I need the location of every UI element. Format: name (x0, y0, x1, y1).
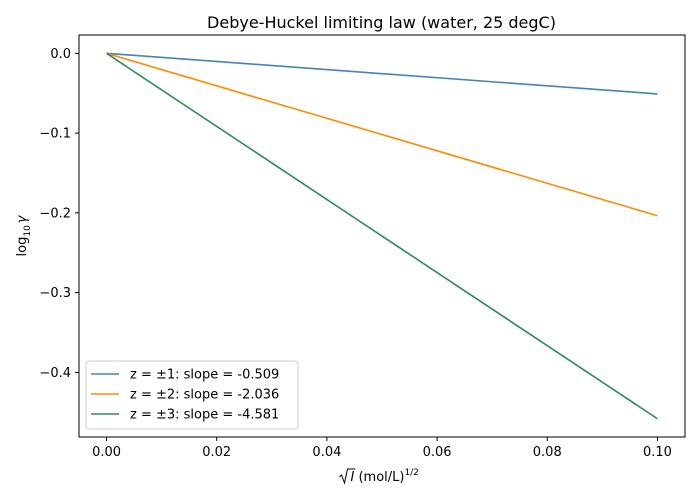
y-tick-label: 0.0 (50, 47, 71, 62)
y-axis-label-subscript: 10 (23, 225, 33, 237)
y-tick-label: −0.4 (39, 366, 71, 381)
legend-label-z1: z = ±1: slope = -0.509 (130, 368, 279, 383)
x-tick-label: 0.08 (533, 445, 562, 460)
chart-title: Debye-Huckel limiting law (water, 25 deg… (207, 13, 556, 32)
plot-lines (106, 52, 658, 420)
legend-label-z3: z = ±3: slope = -4.581 (130, 408, 279, 423)
x-axis-label-unit: (mol/L) (354, 470, 404, 485)
series-line-z1 (106, 52, 658, 95)
x-axis-ticks: 0.00 0.02 0.04 0.06 0.08 0.10 (92, 437, 672, 460)
legend: z = ±1: slope = -0.509 z = ±2: slope = -2… (85, 360, 299, 430)
legend-label-z2: z = ±2: slope = -2.036 (130, 388, 279, 403)
plot-frame (78, 34, 686, 438)
x-axis-label-exponent: 1/2 (404, 468, 418, 478)
series-line-z2 (106, 52, 658, 217)
y-axis-label: log10 γ (15, 214, 33, 256)
y-tick-label: −0.3 (39, 286, 71, 301)
sqrt-symbol (339, 468, 356, 485)
x-axis-label: I (mol/L)1/2 (339, 468, 419, 485)
legend-box (85, 360, 299, 430)
y-axis-ticks: 0.0 −0.1 −0.2 −0.3 −0.4 (39, 47, 79, 381)
series-line-z3 (106, 52, 658, 420)
x-axis-label-main: I (351, 470, 355, 485)
y-tick-label: −0.2 (39, 206, 71, 221)
svg-text:I (mol/L)1/2: I (mol/L)1/2 (351, 468, 419, 485)
y-tick-label: −0.1 (39, 127, 71, 142)
x-tick-label: 0.00 (92, 445, 121, 460)
x-tick-label: 0.04 (312, 445, 341, 460)
x-tick-label: 0.06 (423, 445, 452, 460)
y-axis-label-symbol: γ (15, 214, 30, 223)
y-axis-label-main: log (15, 237, 30, 257)
x-tick-label: 0.02 (202, 445, 231, 460)
legend-items: z = ±1: slope = -0.509 z = ±2: slope = -2… (91, 368, 279, 423)
x-tick-label: 0.10 (643, 445, 672, 460)
